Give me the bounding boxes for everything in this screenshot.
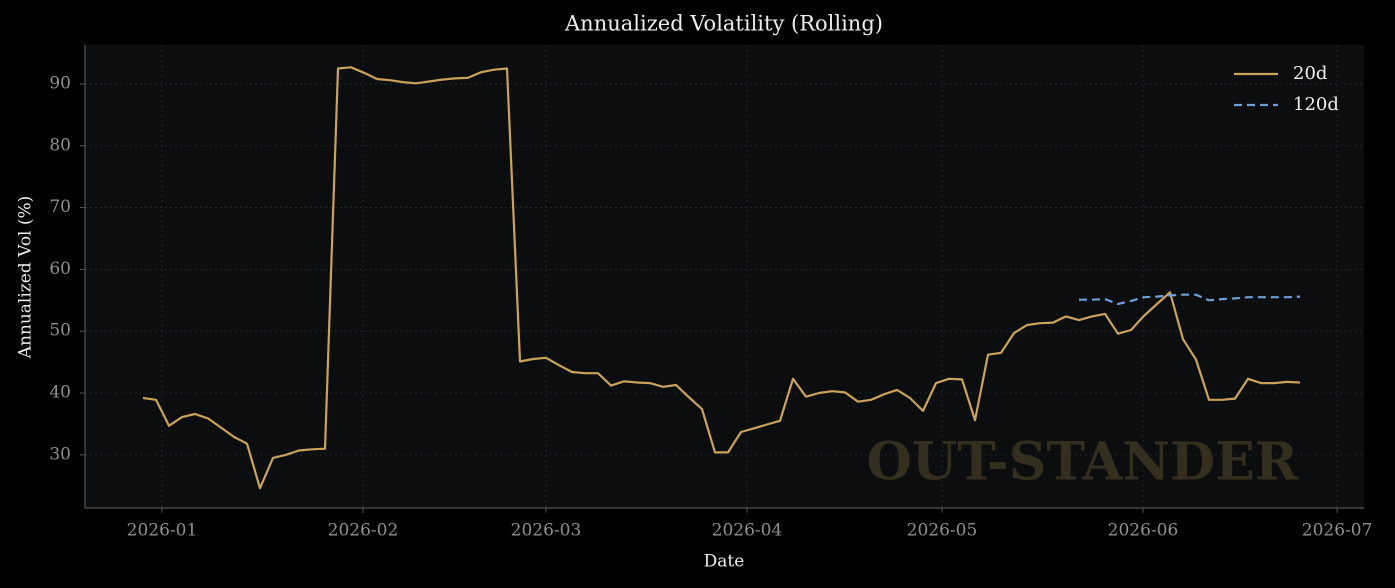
y-tick-label: 50 [49,321,71,341]
x-tick-label: 2026-04 [712,521,783,541]
y-tick-label: 60 [49,259,71,279]
y-tick-label: 80 [49,135,71,155]
x-tick-label: 2026-07 [1302,521,1373,541]
y-tick-label: 70 [49,197,71,217]
chart-title: Annualized Volatility (Rolling) [564,12,883,36]
line-series [1079,293,1301,306]
legend-label: 20d [1293,63,1327,84]
x-tick-label: 2026-01 [127,521,198,541]
line-series [142,66,1301,490]
watermark: OUT-STANDER [866,432,1298,493]
x-tick-label: 2026-06 [1108,521,1179,541]
y-axis-label: Annualized Vol (%) [16,196,36,360]
x-tick-label: 2026-02 [328,521,399,541]
y-tick-label: 30 [49,444,71,464]
y-tick-label: 90 [49,73,71,93]
x-axis-label: Date [704,552,745,572]
plot-area [85,45,1364,508]
legend-label: 120d [1293,94,1339,115]
y-tick-label: 40 [49,383,71,403]
plot-layer: 30 40 50 60 70 80 90 2026-01 2026-02 2026-03 2026-… [49,45,1372,541]
x-tick-label: 2026-03 [511,521,582,541]
x-tick-label: 2026-05 [907,521,978,541]
